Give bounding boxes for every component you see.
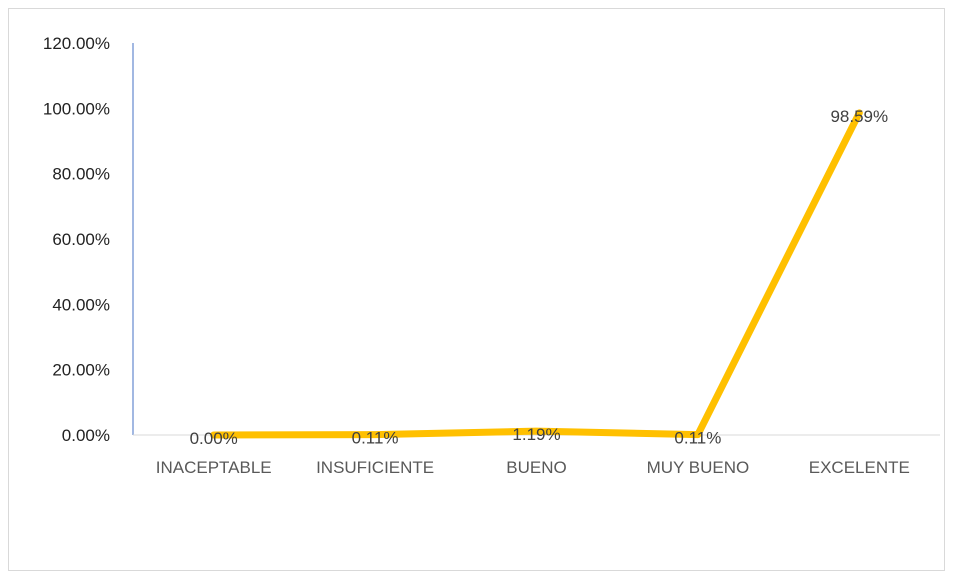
y-tick-label: 80.00% xyxy=(52,165,110,184)
x-tick-label: INSUFICIENTE xyxy=(316,458,434,477)
x-tick-label: BUENO xyxy=(506,458,566,477)
series-group xyxy=(210,109,863,439)
y-tick-label: 40.00% xyxy=(52,295,110,314)
data-label: 0.00% xyxy=(190,429,238,448)
x-axis-ticks: INACEPTABLE INSUFICIENTE BUENO MUY BUENO EXC… xyxy=(156,458,910,477)
x-tick-label: INACEPTABLE xyxy=(156,458,272,477)
y-tick-label: 100.00% xyxy=(43,99,110,118)
data-label: 0.11% xyxy=(674,429,721,448)
y-tick-label: 0.00% xyxy=(62,426,110,445)
x-tick-label: MUY BUENO xyxy=(647,458,750,477)
y-tick-label: 60.00% xyxy=(52,230,110,249)
chart-frame xyxy=(8,8,945,571)
y-tick-label: 20.00% xyxy=(52,361,110,380)
data-label: 98.59% xyxy=(830,107,888,126)
y-axis-ticks: 0.00% 20.00% 40.00% 60.00% 80.00% 100.00% 120.… xyxy=(43,34,110,445)
y-tick-label: 120.00% xyxy=(43,34,110,53)
x-tick-label: EXCELENTE xyxy=(809,458,910,477)
data-label: 0.11% xyxy=(352,429,399,448)
data-labels: 0.00% 0.11% 1.19% 0.11% 98.59% xyxy=(190,107,889,448)
data-label: 1.19% xyxy=(512,425,560,444)
series-line xyxy=(210,109,863,439)
